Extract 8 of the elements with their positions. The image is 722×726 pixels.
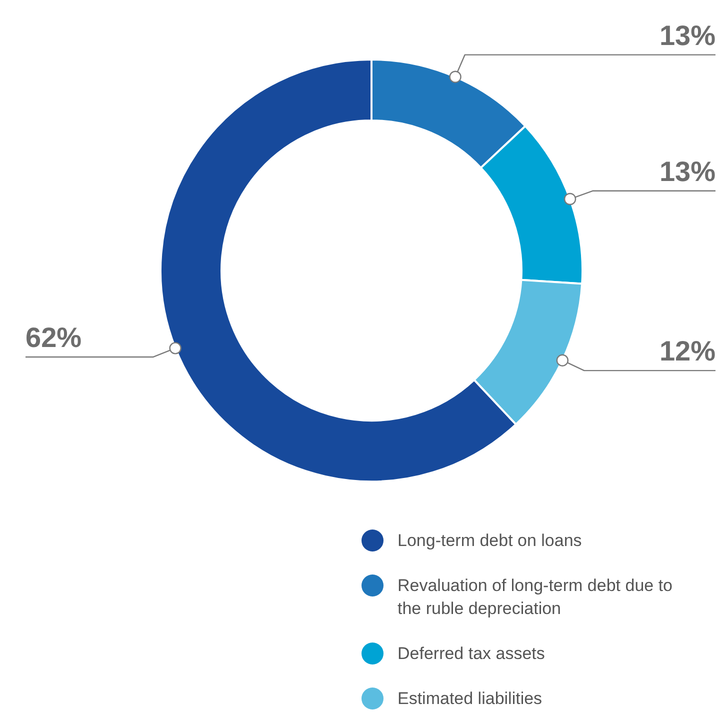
data-label: 13% (659, 20, 716, 51)
legend-label: Revaluation of long-term debt due to the ruble depreciation (398, 576, 673, 618)
legend-label: Deferred tax assets (398, 644, 545, 663)
data-label: 12% (659, 336, 716, 367)
legend-label: Long-term debt on loans (398, 531, 582, 550)
legend-label: Estimated liabilities (398, 689, 542, 708)
data-label: 13% (659, 156, 716, 187)
data-label: 62% (26, 322, 82, 354)
